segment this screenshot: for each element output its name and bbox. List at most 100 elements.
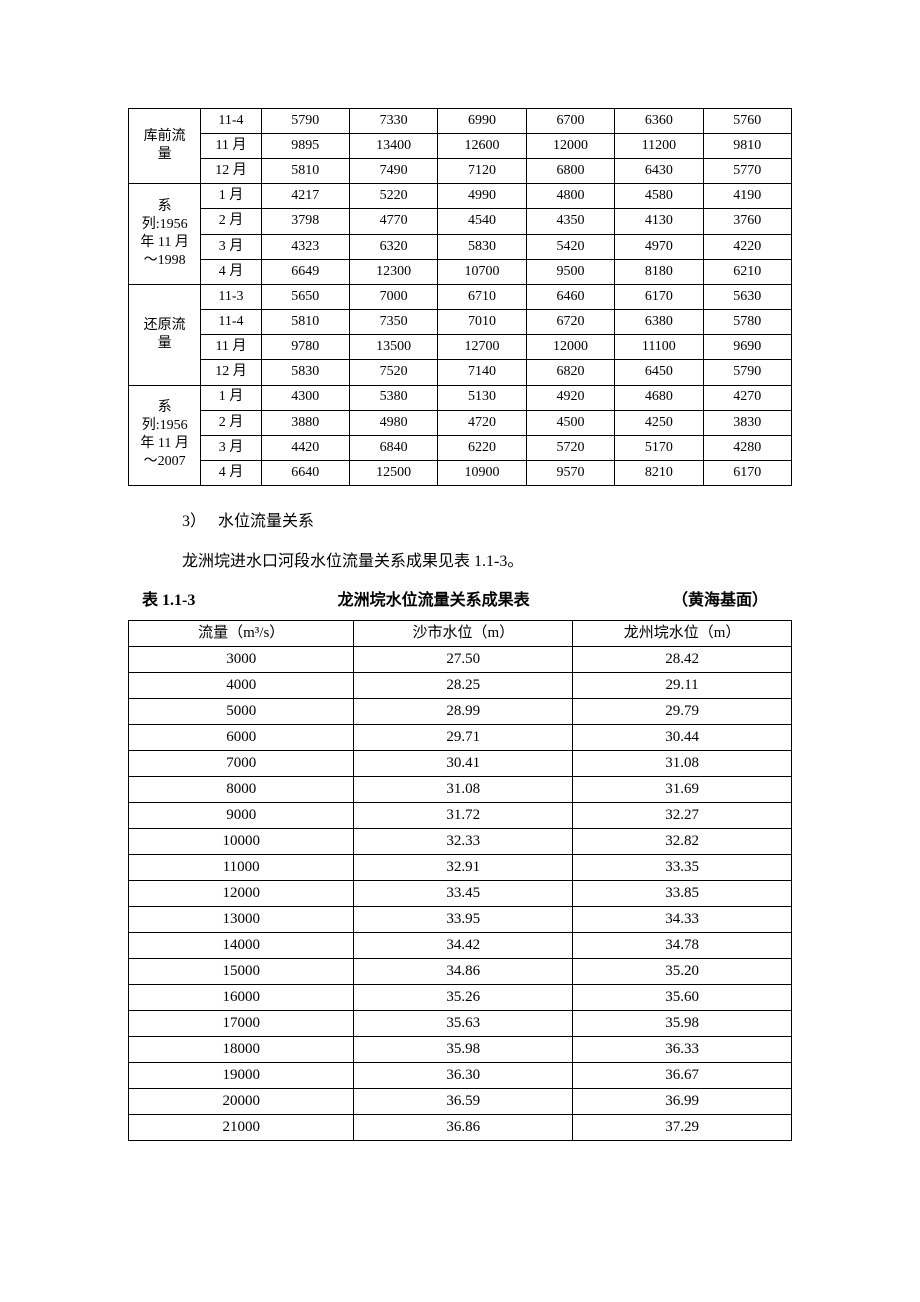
value-cell: 32.33: [354, 829, 573, 855]
value-cell: 4580: [615, 184, 703, 209]
month-cell: 1 月: [201, 184, 261, 209]
value-cell: 5810: [261, 159, 349, 184]
value-cell: 7490: [349, 159, 437, 184]
value-cell: 5780: [703, 309, 791, 334]
table-caption: 表 1.1-3 龙洲垸水位流量关系成果表 （黄海基面）: [128, 586, 792, 610]
table-row: 2100036.8637.29: [129, 1115, 792, 1141]
value-cell: 6640: [261, 460, 349, 485]
value-cell: 4800: [526, 184, 614, 209]
value-cell: 12600: [438, 134, 526, 159]
table-row: 库前流量11-4579073306990670063605760: [129, 109, 792, 134]
value-cell: 5760: [703, 109, 791, 134]
value-cell: 18000: [129, 1037, 354, 1063]
month-cell: 1 月: [201, 385, 261, 410]
table-row: 3 月442068406220572051704280: [129, 435, 792, 460]
value-cell: 3760: [703, 209, 791, 234]
value-cell: 34.42: [354, 933, 573, 959]
value-cell: 12300: [349, 259, 437, 284]
table-row: 11 月9895134001260012000112009810: [129, 134, 792, 159]
value-cell: 6700: [526, 109, 614, 134]
group-label-cell: 还原流量: [129, 284, 201, 385]
table-row: 2 月388049804720450042503830: [129, 410, 792, 435]
value-cell: 11100: [615, 335, 703, 360]
value-cell: 7120: [438, 159, 526, 184]
value-cell: 5630: [703, 284, 791, 309]
value-cell: 6170: [615, 284, 703, 309]
value-cell: 5830: [438, 234, 526, 259]
value-cell: 12500: [349, 460, 437, 485]
table-row: 400028.2529.11: [129, 673, 792, 699]
value-cell: 4970: [615, 234, 703, 259]
value-cell: 6450: [615, 360, 703, 385]
value-cell: 35.26: [354, 985, 573, 1011]
value-cell: 5130: [438, 385, 526, 410]
value-cell: 30.41: [354, 751, 573, 777]
value-cell: 6840: [349, 435, 437, 460]
caption-table-number: 表 1.1-3: [130, 586, 195, 610]
value-cell: 5000: [129, 699, 354, 725]
value-cell: 6210: [703, 259, 791, 284]
section-heading: 3） 水位流量关系: [128, 506, 792, 538]
value-cell: 4250: [615, 410, 703, 435]
value-cell: 5770: [703, 159, 791, 184]
value-cell: 5830: [261, 360, 349, 385]
value-cell: 6710: [438, 284, 526, 309]
value-cell: 4990: [438, 184, 526, 209]
value-cell: 29.79: [573, 699, 792, 725]
value-cell: 13000: [129, 907, 354, 933]
value-cell: 4540: [438, 209, 526, 234]
value-cell: 5220: [349, 184, 437, 209]
table-row: 1800035.9836.33: [129, 1037, 792, 1063]
value-cell: 4500: [526, 410, 614, 435]
value-cell: 34.78: [573, 933, 792, 959]
table-row: 2000036.5936.99: [129, 1089, 792, 1115]
value-cell: 7520: [349, 360, 437, 385]
table-row: 1500034.8635.20: [129, 959, 792, 985]
value-cell: 4920: [526, 385, 614, 410]
value-cell: 14000: [129, 933, 354, 959]
value-cell: 6990: [438, 109, 526, 134]
section-title: 水位流量关系: [218, 513, 314, 530]
month-cell: 3 月: [201, 435, 261, 460]
value-cell: 4323: [261, 234, 349, 259]
value-cell: 10000: [129, 829, 354, 855]
value-cell: 4680: [615, 385, 703, 410]
table-row: 系列:1956年 11 月～19981 月4217522049904800458…: [129, 184, 792, 209]
value-cell: 6220: [438, 435, 526, 460]
value-cell: 8180: [615, 259, 703, 284]
value-cell: 4720: [438, 410, 526, 435]
header-shashi: 沙市水位（m）: [354, 621, 573, 647]
month-cell: 3 月: [201, 234, 261, 259]
value-cell: 3880: [261, 410, 349, 435]
value-cell: 8000: [129, 777, 354, 803]
value-cell: 20000: [129, 1089, 354, 1115]
month-cell: 11 月: [201, 134, 261, 159]
value-cell: 31.08: [573, 751, 792, 777]
value-cell: 9500: [526, 259, 614, 284]
table-row: 1600035.2635.60: [129, 985, 792, 1011]
value-cell: 6000: [129, 725, 354, 751]
value-cell: 4217: [261, 184, 349, 209]
month-cell: 2 月: [201, 209, 261, 234]
value-cell: 37.29: [573, 1115, 792, 1141]
value-cell: 7010: [438, 309, 526, 334]
value-cell: 4130: [615, 209, 703, 234]
value-cell: 31.08: [354, 777, 573, 803]
value-cell: 9895: [261, 134, 349, 159]
value-cell: 35.98: [573, 1011, 792, 1037]
table-row: 还原流量11-3565070006710646061705630: [129, 284, 792, 309]
table-row: 1700035.6335.98: [129, 1011, 792, 1037]
value-cell: 11200: [615, 134, 703, 159]
value-cell: 5720: [526, 435, 614, 460]
value-cell: 6649: [261, 259, 349, 284]
value-cell: 5170: [615, 435, 703, 460]
month-cell: 11-3: [201, 284, 261, 309]
month-cell: 11-4: [201, 109, 261, 134]
table-row: 600029.7130.44: [129, 725, 792, 751]
table-row: 4 月66491230010700950081806210: [129, 259, 792, 284]
value-cell: 3830: [703, 410, 791, 435]
value-cell: 31.72: [354, 803, 573, 829]
month-cell: 12 月: [201, 159, 261, 184]
value-cell: 19000: [129, 1063, 354, 1089]
value-cell: 5650: [261, 284, 349, 309]
